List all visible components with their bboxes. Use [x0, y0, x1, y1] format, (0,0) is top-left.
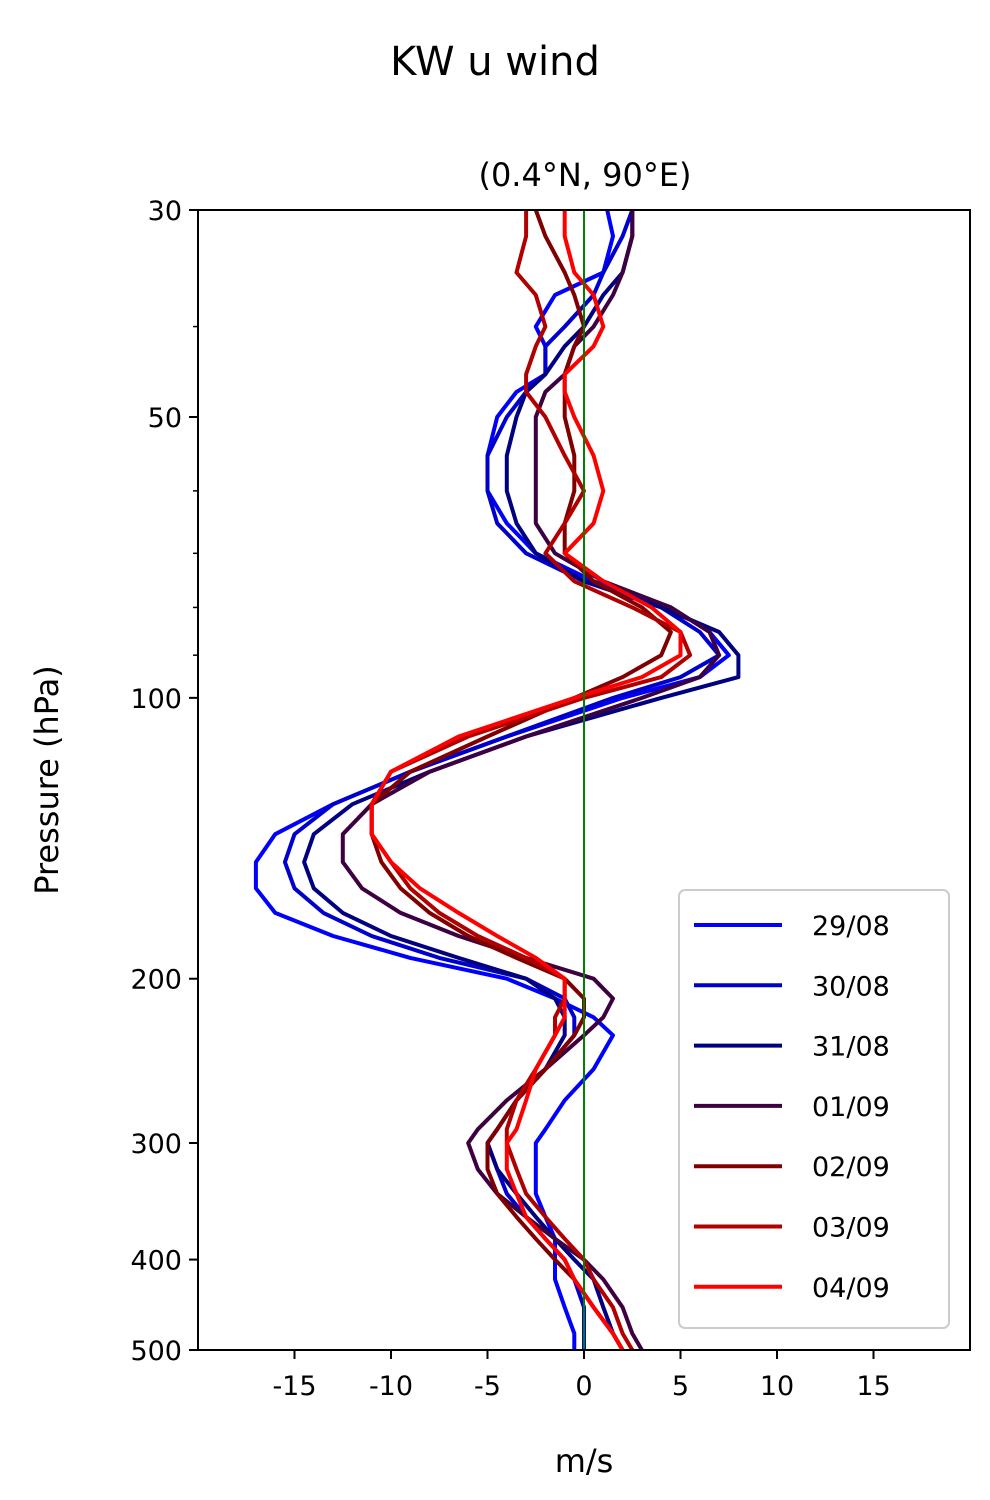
legend-label-5: 03/09 — [812, 1213, 890, 1244]
chart-title: KW u wind — [390, 39, 600, 85]
y-tick-label: 400 — [130, 1246, 182, 1277]
x-tick-label: 0 — [575, 1371, 592, 1402]
legend-label-3: 01/09 — [812, 1092, 890, 1123]
x-axis: -15 -10 -5 0 5 10 15 — [272, 1350, 891, 1402]
x-tick-label: 5 — [672, 1371, 689, 1402]
legend: 29/08 30/08 31/08 01/09 02/09 03/09 04/09 — [678, 889, 950, 1329]
legend-label-6: 04/09 — [812, 1273, 890, 1304]
y-tick-label: 200 — [130, 965, 182, 996]
x-tick-label: -10 — [369, 1371, 413, 1402]
y-tick-label: 100 — [130, 684, 182, 715]
x-tick-label: 10 — [760, 1371, 794, 1402]
legend-frame — [678, 889, 950, 1329]
x-tick-label: -5 — [474, 1371, 501, 1402]
series-line-2 — [302, 210, 741, 1350]
y-axis: 30 50 100 200 300 400 500 — [130, 196, 198, 1367]
legend-label-4: 02/09 — [812, 1152, 890, 1183]
series-line-6 — [369, 210, 683, 1350]
series-lines — [253, 210, 741, 1350]
y-tick-label: 300 — [130, 1129, 182, 1160]
y-tick-label: 30 — [148, 196, 182, 227]
x-tick-label: 15 — [856, 1371, 890, 1402]
chart-subtitle: (0.4°N, 90°E) — [478, 156, 691, 194]
y-axis-label: Pressure (hPa) — [28, 665, 66, 895]
legend-label-1: 30/08 — [812, 971, 890, 1002]
legend-label-2: 31/08 — [812, 1032, 890, 1063]
y-tick-label: 50 — [148, 403, 182, 434]
series-line-1 — [282, 210, 722, 1350]
x-axis-label: m/s — [555, 1442, 614, 1480]
x-tick-label: -15 — [272, 1371, 316, 1402]
y-tick-label: 500 — [130, 1336, 182, 1367]
series-line-0 — [253, 210, 731, 1350]
legend-label-0: 29/08 — [812, 911, 890, 942]
series-line-3 — [340, 210, 722, 1350]
